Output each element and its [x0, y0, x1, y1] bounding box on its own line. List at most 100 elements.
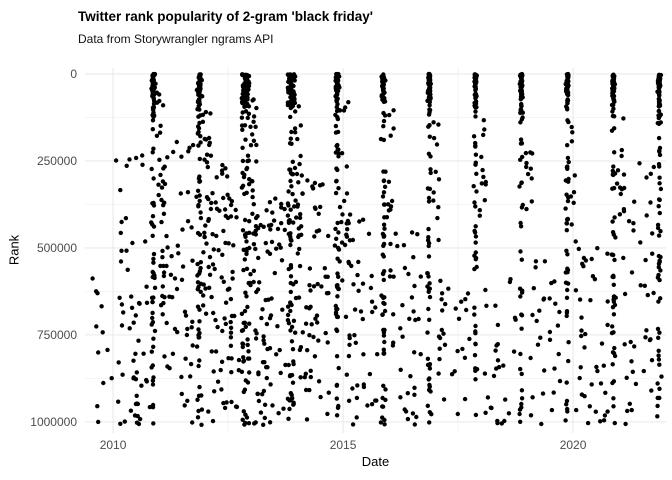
data-point [437, 346, 442, 351]
data-point [207, 285, 212, 290]
data-point [288, 289, 293, 295]
data-point [289, 302, 294, 308]
data-point [511, 349, 517, 354]
data-point [378, 420, 384, 425]
data-point [282, 227, 287, 233]
data-point [240, 100, 245, 106]
data-point [473, 76, 478, 82]
data-point [589, 382, 594, 387]
data-point [563, 280, 569, 285]
data-point [151, 224, 157, 229]
data-point [162, 200, 167, 205]
data-point [151, 336, 156, 341]
data-point [285, 318, 291, 323]
data-point [631, 221, 636, 226]
data-point [190, 319, 195, 324]
data-point [223, 321, 228, 327]
data-point [619, 153, 624, 159]
data-point [151, 344, 156, 349]
data-point [298, 153, 303, 159]
data-point [495, 342, 500, 347]
data-point [309, 322, 314, 327]
data-point [656, 204, 661, 209]
data-point [611, 294, 617, 299]
data-point [262, 341, 267, 346]
data-point [565, 74, 570, 80]
data-point [656, 265, 661, 270]
data-point [260, 392, 265, 397]
data-point [411, 309, 416, 314]
data-point [250, 132, 255, 137]
data-point [656, 353, 661, 358]
data-point [197, 335, 202, 340]
data-point [473, 323, 478, 329]
data-point [310, 186, 316, 191]
data-point [576, 246, 581, 252]
data-point [565, 143, 570, 148]
data-point [518, 81, 523, 86]
data-point [473, 95, 478, 101]
data-point [242, 387, 248, 392]
data-point [523, 150, 529, 156]
data-point [528, 355, 533, 361]
data-point [342, 198, 347, 204]
data-point [172, 276, 178, 281]
data-point [285, 201, 291, 206]
data-point [137, 301, 142, 306]
data-point [325, 411, 330, 417]
data-point [291, 204, 297, 209]
data-point [611, 252, 616, 258]
data-point [347, 212, 353, 217]
data-point [349, 263, 354, 269]
data-point [244, 251, 249, 257]
data-point [525, 171, 531, 177]
data-point [356, 259, 361, 265]
data-point [577, 375, 582, 381]
data-point [239, 115, 245, 120]
data-point [626, 219, 632, 224]
data-point [513, 317, 518, 322]
data-point [386, 202, 391, 207]
data-point [250, 188, 255, 193]
data-point [627, 401, 632, 406]
data-point [244, 239, 249, 244]
data-point [151, 270, 156, 276]
data-point [564, 310, 570, 315]
data-point [161, 263, 166, 269]
data-point [564, 89, 569, 94]
data-point [344, 164, 349, 169]
data-point [373, 398, 378, 403]
data-point [611, 96, 616, 101]
data-point [398, 395, 403, 400]
data-point [611, 396, 616, 401]
data-point [225, 192, 230, 197]
data-point [656, 253, 662, 259]
data-point [426, 112, 432, 117]
data-point [334, 328, 340, 334]
data-point [275, 226, 281, 232]
data-point [197, 120, 202, 126]
data-point [472, 305, 477, 310]
data-point [370, 309, 375, 315]
data-point [134, 420, 140, 425]
data-point [391, 274, 396, 279]
data-point [547, 337, 553, 342]
data-point [481, 118, 486, 123]
data-point [381, 124, 386, 129]
data-point [347, 333, 352, 338]
data-point [657, 210, 662, 216]
data-point [195, 273, 200, 278]
data-point [557, 378, 563, 384]
data-point [427, 88, 433, 94]
data-point [185, 219, 191, 224]
data-point [245, 84, 250, 90]
data-point [382, 226, 387, 231]
data-point [369, 299, 375, 304]
data-point [553, 301, 558, 306]
data-point [462, 355, 468, 360]
data-point [657, 81, 662, 86]
data-point [334, 283, 340, 288]
data-point [605, 409, 610, 414]
data-point [295, 136, 300, 142]
data-point [649, 388, 654, 393]
